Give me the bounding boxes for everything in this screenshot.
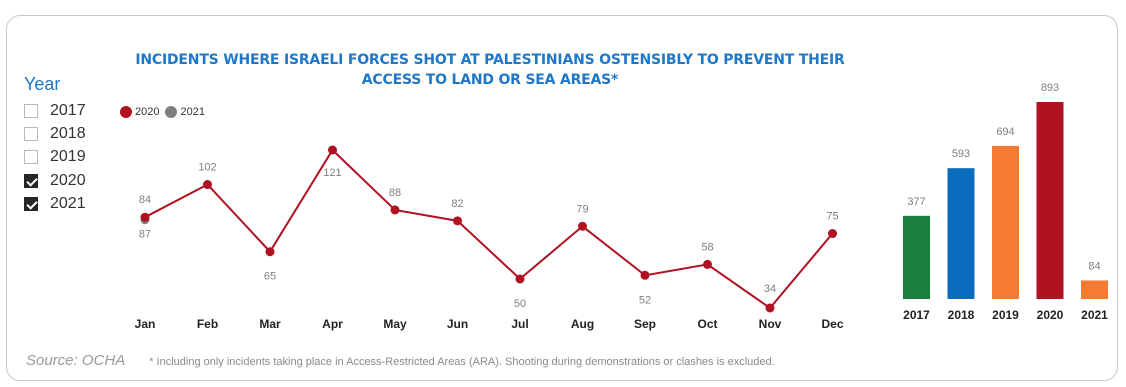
checkbox-2021[interactable]: [24, 197, 38, 211]
x-tick-label: Nov: [759, 317, 782, 331]
year-label: 2017: [50, 102, 86, 119]
series-line-2020: [144, 148, 834, 310]
bar-2019: [992, 145, 1019, 299]
x-tick-label: Apr: [322, 317, 343, 331]
year-label: 2019: [50, 148, 86, 165]
checkbox-2019[interactable]: [24, 150, 38, 164]
footer: Source: OCHA * Including only incidents …: [26, 352, 775, 369]
data-label-2020: 88: [389, 187, 401, 199]
data-label-2020: 58: [701, 241, 713, 253]
data-label-2020: 52: [639, 294, 651, 306]
bar-2020: [1036, 102, 1064, 299]
year-label: 2020: [50, 172, 86, 189]
year-slicer-title: Year: [24, 74, 61, 94]
x-tick-label: Jan: [135, 317, 156, 331]
bar-2021: [1081, 280, 1108, 299]
point-2020: [265, 247, 275, 257]
x-tick-label: Jun: [447, 317, 468, 331]
point-2020: [203, 180, 212, 190]
point-2020: [390, 205, 400, 215]
legend-item-2020[interactable]: 2020: [120, 106, 159, 118]
bar-category-label: 2019: [992, 308, 1019, 322]
point-2020: [453, 216, 462, 226]
x-tick-label: Dec: [821, 317, 843, 331]
year-label: 2021: [50, 195, 86, 212]
bar-category-label: 2020: [1037, 308, 1064, 322]
bar-2017: [903, 215, 930, 299]
checkbox-2020[interactable]: [24, 174, 38, 188]
data-label-2020: 102: [198, 162, 216, 174]
point-2020: [640, 270, 650, 280]
year-option-2020[interactable]: 2020: [24, 171, 86, 191]
checkbox-2017[interactable]: [24, 104, 38, 118]
legend-dot-2021: [165, 106, 178, 118]
data-label-2021: 87: [139, 229, 151, 241]
legend-dot-2020: [120, 106, 132, 118]
line-legend: 2020 2021: [120, 106, 211, 118]
x-tick-label: Jul: [511, 317, 528, 331]
bar-value-label: 377: [907, 196, 925, 208]
bar-value-label: 694: [996, 126, 1014, 138]
point-2020: [578, 221, 587, 231]
point-2020: [703, 259, 712, 269]
bar-category-label: 2021: [1081, 308, 1108, 322]
point-2020: [328, 145, 337, 155]
x-tick-label: May: [383, 317, 407, 331]
data-label-2020: 121: [323, 167, 341, 179]
year-option-2018[interactable]: 2018: [24, 124, 86, 144]
source-text: Source: OCHA: [26, 352, 126, 369]
checkbox-2018[interactable]: [24, 127, 38, 141]
bar-value-label: 593: [952, 148, 970, 160]
year-option-2021[interactable]: 2021: [24, 194, 86, 214]
data-label-2020: 79: [576, 203, 588, 215]
point-2020: [828, 229, 837, 239]
bar-2018: [947, 168, 975, 299]
data-label-2020: 34: [764, 283, 776, 295]
footnote-text: * Including only incidents taking place …: [149, 356, 775, 368]
chart-card: [6, 15, 1118, 381]
data-label-2020: 84: [139, 194, 151, 206]
legend-label: 2021: [180, 106, 205, 118]
year-option-2017[interactable]: 2017: [24, 101, 86, 121]
legend-label: 2020: [135, 106, 160, 118]
data-label-2020: 75: [826, 211, 838, 223]
x-tick-label: Mar: [259, 317, 281, 331]
year-option-2019[interactable]: 2019: [24, 147, 86, 167]
point-2020: [765, 303, 775, 313]
bar-category-label: 2017: [903, 308, 930, 322]
x-tick-label: Feb: [197, 317, 218, 331]
data-label-2020: 65: [264, 271, 276, 283]
legend-item-2021[interactable]: 2021: [165, 106, 205, 118]
x-tick-label: Sep: [634, 317, 656, 331]
bar-value-label: 84: [1088, 260, 1100, 272]
point-2020: [140, 212, 150, 222]
data-label-2020: 50: [514, 298, 526, 310]
chart-title: INCIDENTS WHERE ISRAELI FORCES SHOT AT P…: [135, 52, 845, 88]
x-tick-label: Aug: [571, 317, 594, 331]
point-2020: [515, 274, 525, 284]
bar-category-label: 2018: [948, 308, 975, 322]
year-label: 2018: [50, 125, 86, 142]
data-label-2020: 82: [451, 198, 463, 210]
x-tick-label: Oct: [697, 317, 717, 331]
bar-value-label: 893: [1041, 82, 1059, 94]
